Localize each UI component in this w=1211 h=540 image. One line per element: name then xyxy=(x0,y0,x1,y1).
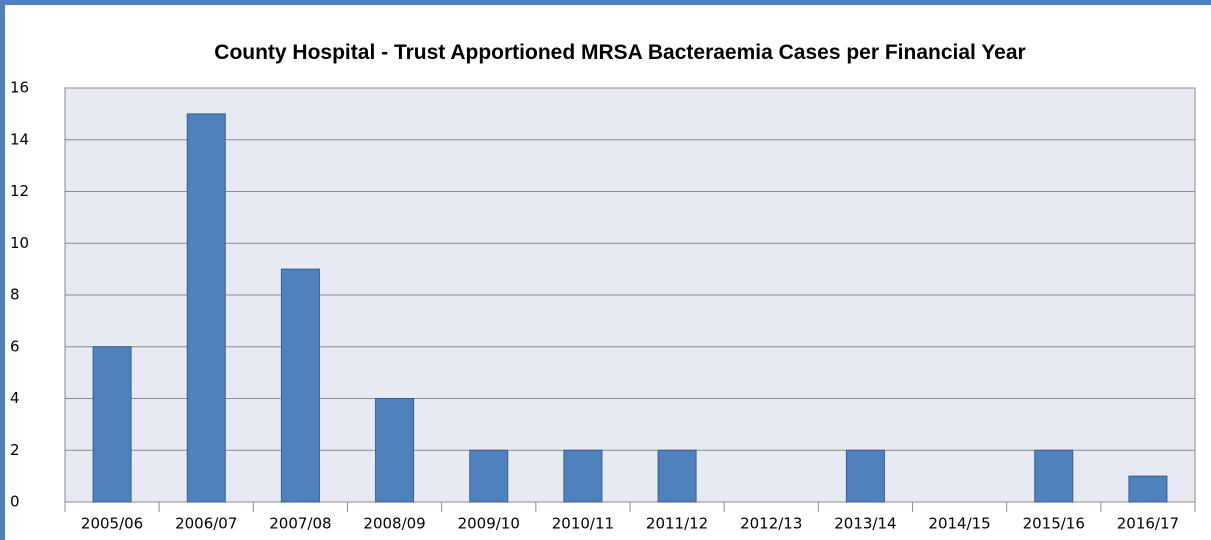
x-tick-label: 2006/07 xyxy=(175,515,237,533)
bar xyxy=(375,398,415,503)
x-tick-label: 2005/06 xyxy=(81,515,143,533)
y-tick-label: 8 xyxy=(10,286,20,304)
bar xyxy=(657,449,697,503)
y-tick-label: 2 xyxy=(10,441,20,459)
bar xyxy=(469,449,509,503)
frame xyxy=(0,0,5,540)
x-tick-label: 2014/15 xyxy=(928,515,990,533)
y-tick-label: 4 xyxy=(10,389,20,407)
x-tick-label: 2012/13 xyxy=(740,515,802,533)
x-tick-label: 2013/14 xyxy=(834,515,896,533)
y-tick-label: 14 xyxy=(10,130,29,148)
bar xyxy=(1128,475,1168,503)
bar xyxy=(563,449,603,503)
bar xyxy=(92,346,132,503)
x-tick-label: 2016/17 xyxy=(1117,515,1179,533)
y-tick-label: 12 xyxy=(10,182,29,200)
chart-title: County Hospital - Trust Apportioned MRSA… xyxy=(214,41,1026,64)
y-tick-label: 10 xyxy=(10,234,29,252)
y-tick-label: 16 xyxy=(10,79,29,97)
x-tick-label: 2011/12 xyxy=(646,515,708,533)
x-tick-label: 2007/08 xyxy=(269,515,331,533)
x-tick-label: 2015/16 xyxy=(1023,515,1085,533)
bar xyxy=(186,113,226,503)
frame xyxy=(0,0,1211,5)
y-tick-label: 0 xyxy=(10,493,20,511)
bar xyxy=(845,449,885,503)
x-tick-label: 2008/09 xyxy=(363,515,425,533)
bar xyxy=(280,268,320,503)
x-tick-label: 2009/10 xyxy=(458,515,520,533)
x-tick-label: 2010/11 xyxy=(552,515,614,533)
bar xyxy=(1034,449,1074,503)
y-tick-label: 6 xyxy=(10,337,20,355)
